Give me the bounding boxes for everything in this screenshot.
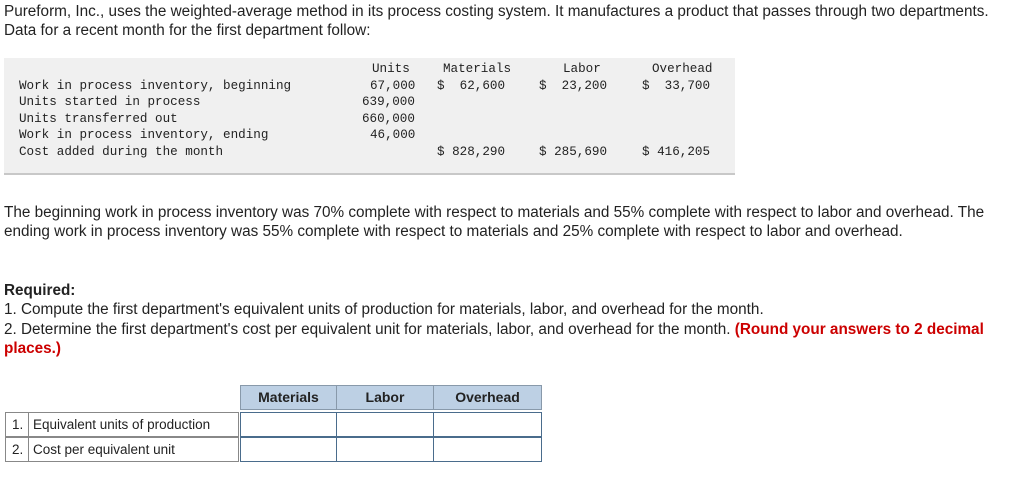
row-label-units-started: Units started in process bbox=[19, 95, 201, 109]
required-heading: Required: bbox=[4, 282, 76, 299]
header-labor: Labor bbox=[563, 62, 601, 76]
equivalent-units-labor-input[interactable] bbox=[336, 412, 434, 437]
equivalent-units-overhead-input[interactable] bbox=[433, 412, 542, 437]
overhead-wip-beginning: $ 33,700 bbox=[642, 79, 711, 93]
units-wip-beginning: 67,000 bbox=[370, 79, 416, 93]
cost-per-unit-materials-input[interactable] bbox=[240, 437, 337, 462]
units-started: 639,000 bbox=[362, 95, 415, 109]
row-label-wip-beginning: Work in process inventory, beginning bbox=[19, 79, 292, 93]
units-transferred: 660,000 bbox=[362, 112, 415, 126]
labor-wip-beginning: $ 23,200 bbox=[539, 79, 608, 93]
answer-header-materials: Materials bbox=[240, 385, 337, 410]
answer-row-2-number: 2. bbox=[5, 437, 29, 462]
answer-row-1-label: Equivalent units of production bbox=[29, 412, 239, 437]
intro-text: Pureform, Inc., uses the weighted-averag… bbox=[4, 3, 989, 39]
cost-per-unit-labor-input[interactable] bbox=[336, 437, 434, 462]
overhead-cost-added: $ 416,205 bbox=[642, 145, 711, 159]
labor-cost-added: $ 285,690 bbox=[539, 145, 608, 159]
header-materials: Materials bbox=[443, 62, 512, 76]
required-item-2: 2. Determine the first department's cost… bbox=[4, 320, 1020, 358]
row-label-cost-added: Cost added during the month bbox=[19, 145, 224, 159]
required-item-1: 1. Compute the first department's equiva… bbox=[4, 301, 764, 318]
row-label-wip-ending: Work in process inventory, ending bbox=[19, 128, 269, 142]
data-table: Units Materials Labor Overhead Work in p… bbox=[4, 58, 735, 175]
row-label-units-transferred: Units transferred out bbox=[19, 112, 178, 126]
required-item-2-text: 2. Determine the first department's cost… bbox=[4, 321, 731, 338]
units-wip-ending: 46,000 bbox=[370, 128, 416, 142]
completion-text: The beginning work in process inventory … bbox=[4, 204, 985, 240]
materials-cost-added: $ 828,290 bbox=[437, 145, 506, 159]
equivalent-units-materials-input[interactable] bbox=[240, 412, 337, 437]
answer-row-2-label: Cost per equivalent unit bbox=[29, 437, 239, 462]
answer-header-overhead: Overhead bbox=[433, 385, 542, 410]
header-units: Units bbox=[372, 62, 410, 76]
header-overhead: Overhead bbox=[652, 62, 713, 76]
answer-row-1-number: 1. bbox=[5, 412, 29, 437]
answer-header-labor: Labor bbox=[336, 385, 434, 410]
cost-per-unit-overhead-input[interactable] bbox=[433, 437, 542, 462]
rounding-note: (Round your answers to 2 decimal places.… bbox=[4, 321, 984, 357]
materials-wip-beginning: $ 62,600 bbox=[437, 79, 506, 93]
